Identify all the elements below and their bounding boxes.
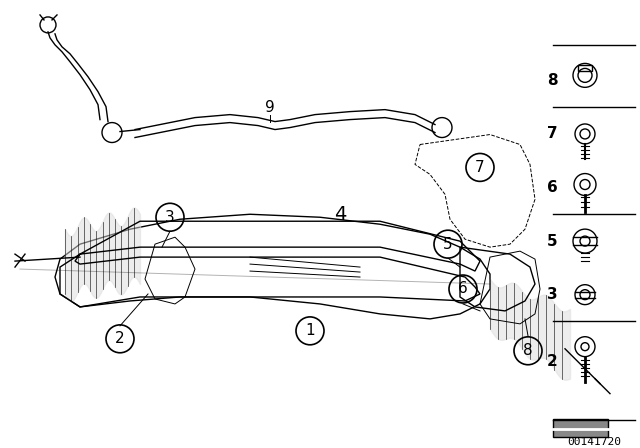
Text: 7: 7 bbox=[547, 126, 557, 142]
FancyBboxPatch shape bbox=[553, 418, 608, 436]
Text: 2: 2 bbox=[547, 354, 557, 369]
Text: 9: 9 bbox=[265, 100, 275, 115]
Text: 6: 6 bbox=[547, 180, 557, 195]
Text: 1: 1 bbox=[305, 323, 315, 338]
Text: 6: 6 bbox=[458, 281, 468, 297]
Text: 00141720: 00141720 bbox=[567, 437, 621, 447]
Text: 7: 7 bbox=[475, 160, 485, 175]
Text: 8: 8 bbox=[547, 73, 557, 88]
Text: 8: 8 bbox=[523, 343, 533, 358]
Text: 4: 4 bbox=[334, 205, 346, 224]
Text: 2: 2 bbox=[115, 332, 125, 346]
Text: 5: 5 bbox=[547, 233, 557, 249]
Text: 3: 3 bbox=[547, 287, 557, 302]
Text: 3: 3 bbox=[165, 210, 175, 225]
Text: 5: 5 bbox=[443, 237, 453, 252]
